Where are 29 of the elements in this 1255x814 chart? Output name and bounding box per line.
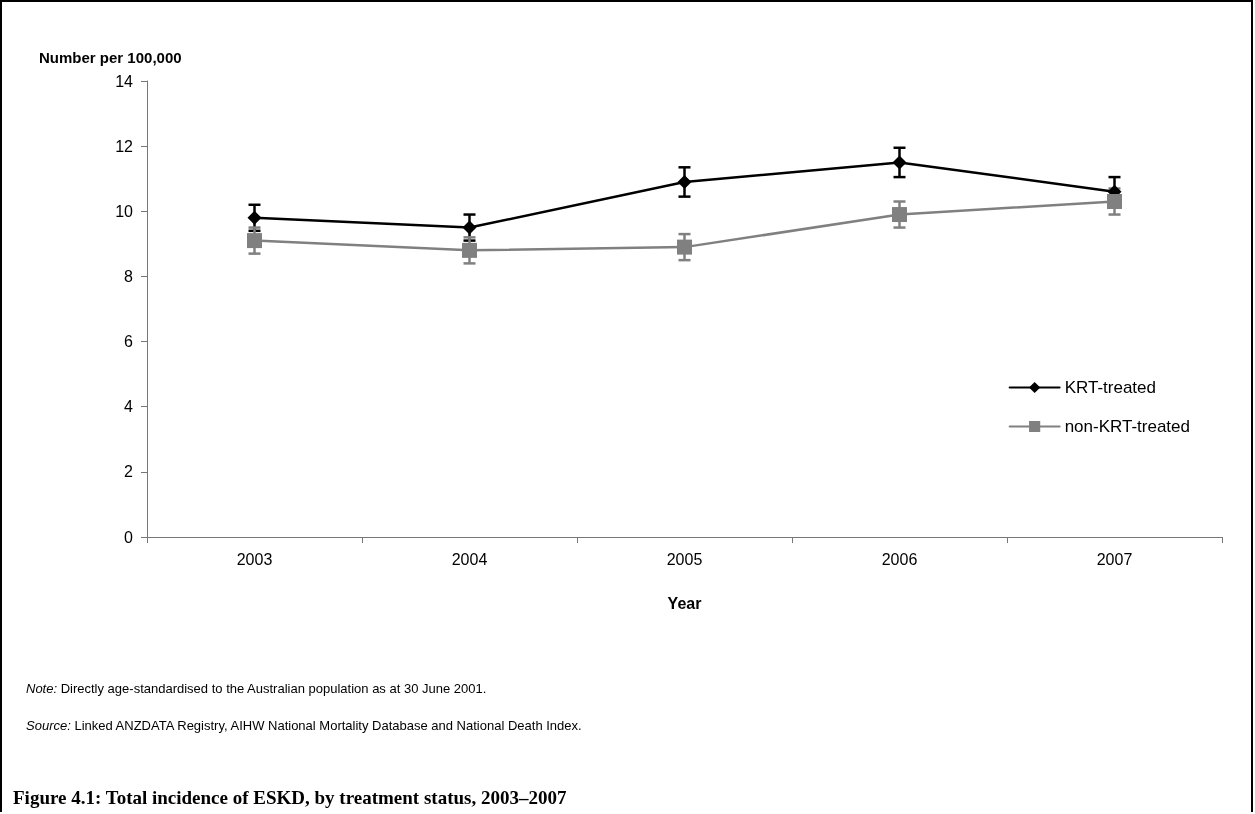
point — [462, 220, 477, 235]
point — [462, 242, 477, 258]
y-tick-label: 12 — [115, 137, 134, 155]
y-axis-title: Number per 100,000 — [39, 49, 182, 66]
point — [247, 210, 262, 225]
x-tick-label: 2007 — [1096, 550, 1133, 568]
y-tick-label: 6 — [124, 333, 134, 351]
source-note: Source: Linked ANZDATA Registry, AIHW National Mortality Database and National Death Index. — [26, 718, 582, 733]
y-tick-label: 2 — [124, 463, 134, 481]
point — [892, 155, 907, 170]
point — [892, 207, 907, 223]
y-tick-label: 14 — [115, 72, 134, 90]
x-tick-label: 2006 — [881, 550, 918, 568]
point — [247, 233, 262, 249]
point — [1107, 194, 1122, 210]
x-axis-title: Year — [667, 594, 702, 612]
x-tick-label: 2004 — [451, 550, 488, 568]
legend-label: non-KRT-treated — [1064, 417, 1191, 436]
legend-label: KRT-treated — [1064, 378, 1156, 397]
y-tick-label: 4 — [124, 398, 134, 416]
y-tick-label: 8 — [124, 267, 134, 285]
point — [677, 239, 692, 255]
x-tick-label: 2005 — [666, 550, 703, 568]
x-tick-label: 2003 — [236, 550, 273, 568]
y-tick-label: 10 — [115, 202, 134, 220]
y-tick-label: 0 — [124, 528, 134, 546]
text: Figure 4.1: Total incidence of ESKD, by treatment status, 2003–2007 — [13, 787, 567, 808]
text: Note: Directly age-standardised to the Australian population as at 30 June 2001. — [26, 681, 487, 696]
point — [677, 174, 692, 189]
